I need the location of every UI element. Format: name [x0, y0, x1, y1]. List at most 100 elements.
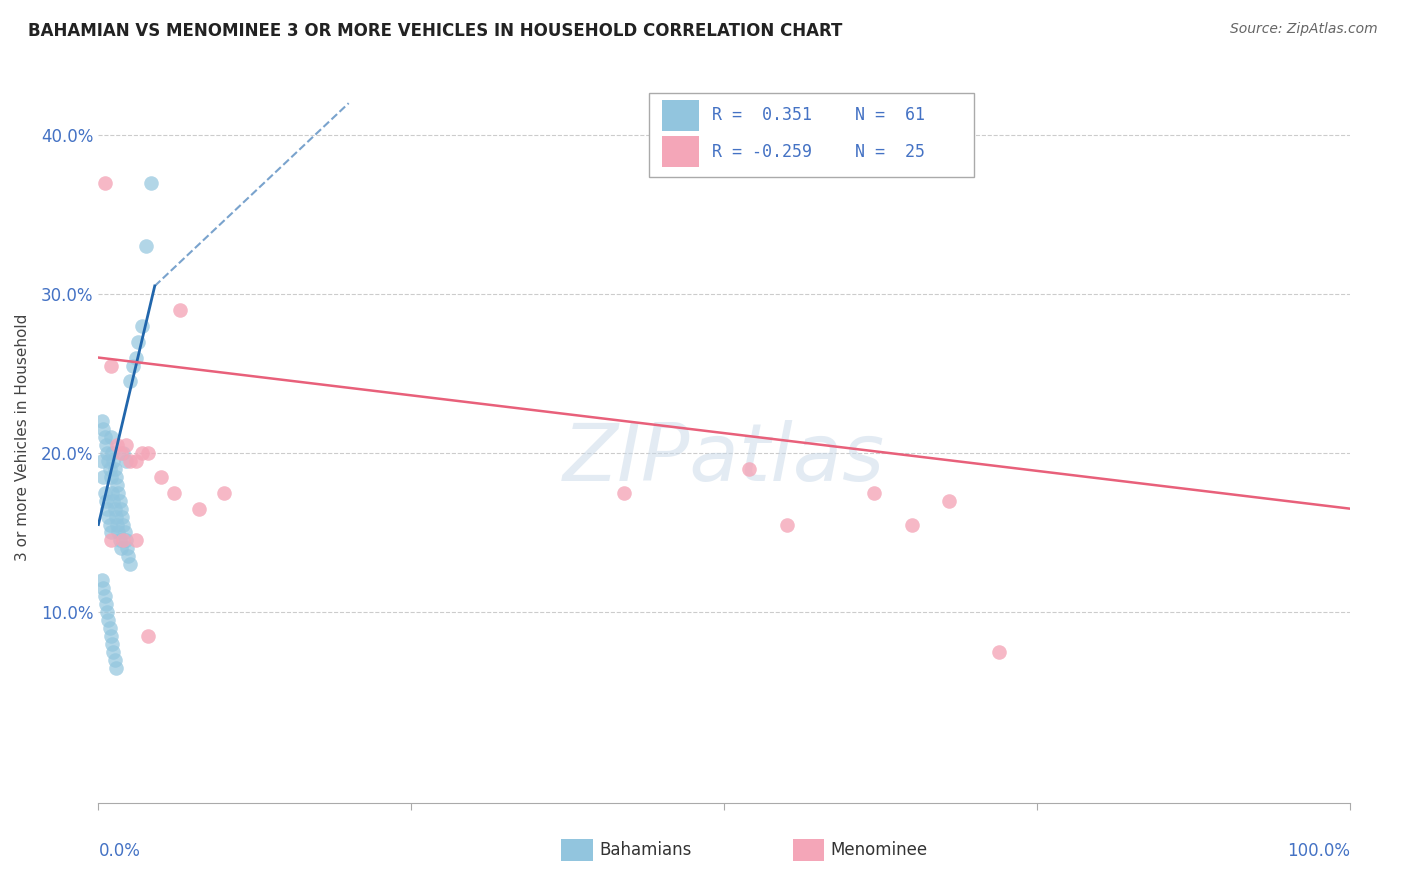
Point: [100, 359, 122, 373]
Point: [100, 430, 122, 444]
Point: [104, 660, 127, 674]
Point: [105, 438, 128, 452]
Point: [91, 414, 114, 428]
Point: [97, 454, 120, 468]
Point: [738, 462, 761, 476]
Point: [162, 485, 184, 500]
Point: [112, 517, 135, 532]
Point: [105, 517, 128, 532]
Point: [938, 493, 960, 508]
Point: [118, 375, 141, 389]
Point: [988, 645, 1011, 659]
Point: [98, 462, 121, 476]
Point: [114, 525, 136, 540]
Text: N =  25: N = 25: [855, 143, 925, 161]
Point: [127, 334, 149, 349]
Point: [104, 462, 127, 476]
Point: [212, 485, 235, 500]
Point: [98, 517, 121, 532]
Point: [110, 446, 132, 460]
Point: [93, 470, 115, 484]
Point: [117, 549, 139, 564]
Point: [100, 629, 122, 643]
Point: [93, 485, 115, 500]
Point: [115, 454, 138, 468]
Point: [104, 501, 127, 516]
Point: [111, 509, 134, 524]
Point: [103, 645, 125, 659]
Text: BAHAMIAN VS MENOMINEE 3 OR MORE VEHICLES IN HOUSEHOLD CORRELATION CHART: BAHAMIAN VS MENOMINEE 3 OR MORE VEHICLES…: [28, 22, 842, 40]
Text: 0.0%: 0.0%: [98, 842, 141, 860]
Point: [100, 470, 122, 484]
Point: [103, 493, 125, 508]
Text: N =  61: N = 61: [855, 106, 925, 124]
Point: [100, 533, 122, 548]
Point: [101, 485, 124, 500]
FancyBboxPatch shape: [650, 94, 974, 178]
Point: [187, 501, 209, 516]
Point: [93, 430, 115, 444]
Point: [104, 470, 127, 484]
Point: [169, 302, 191, 317]
Point: [118, 454, 141, 468]
Text: R =  0.351: R = 0.351: [711, 106, 811, 124]
Point: [97, 613, 120, 627]
Point: [93, 581, 115, 595]
Point: [118, 558, 141, 572]
Point: [105, 477, 128, 491]
Point: [93, 176, 115, 190]
Point: [107, 485, 129, 500]
Point: [115, 541, 138, 556]
Point: [150, 470, 173, 484]
Point: [125, 454, 148, 468]
Point: [112, 533, 135, 548]
Point: [104, 653, 127, 667]
Point: [107, 525, 129, 540]
Point: [104, 509, 127, 524]
Point: [135, 239, 157, 253]
Point: [863, 485, 886, 500]
Point: [131, 318, 153, 333]
Point: [97, 509, 120, 524]
Bar: [561, 839, 593, 862]
Point: [110, 541, 132, 556]
Text: Menominee: Menominee: [831, 841, 928, 859]
Point: [94, 597, 117, 611]
Point: [94, 493, 117, 508]
Point: [776, 517, 799, 532]
Bar: [793, 839, 824, 862]
Text: ZIPatlas: ZIPatlas: [562, 420, 886, 498]
Y-axis label: 3 or more Vehicles in Household: 3 or more Vehicles in Household: [15, 313, 30, 561]
Point: [115, 533, 138, 548]
Point: [900, 517, 922, 532]
Point: [93, 422, 115, 436]
Point: [115, 438, 138, 452]
Point: [112, 446, 135, 460]
Point: [122, 359, 145, 373]
Point: [94, 438, 117, 452]
Text: 100.0%: 100.0%: [1286, 842, 1350, 860]
Bar: [661, 100, 699, 130]
Point: [613, 485, 636, 500]
Point: [131, 446, 153, 460]
Point: [110, 501, 132, 516]
Point: [98, 621, 121, 635]
Bar: [661, 136, 699, 167]
Point: [101, 446, 124, 460]
Point: [100, 525, 122, 540]
Point: [108, 533, 131, 548]
Point: [125, 533, 148, 548]
Point: [96, 605, 118, 619]
Point: [108, 493, 131, 508]
Text: Bahamians: Bahamians: [599, 841, 692, 859]
Point: [96, 501, 118, 516]
Text: Source: ZipAtlas.com: Source: ZipAtlas.com: [1230, 22, 1378, 37]
Point: [91, 573, 114, 587]
Point: [93, 589, 115, 603]
Point: [125, 351, 148, 365]
Text: R = -0.259: R = -0.259: [711, 143, 811, 161]
Point: [138, 629, 160, 643]
Point: [138, 446, 160, 460]
Point: [91, 454, 114, 468]
Point: [101, 637, 124, 651]
